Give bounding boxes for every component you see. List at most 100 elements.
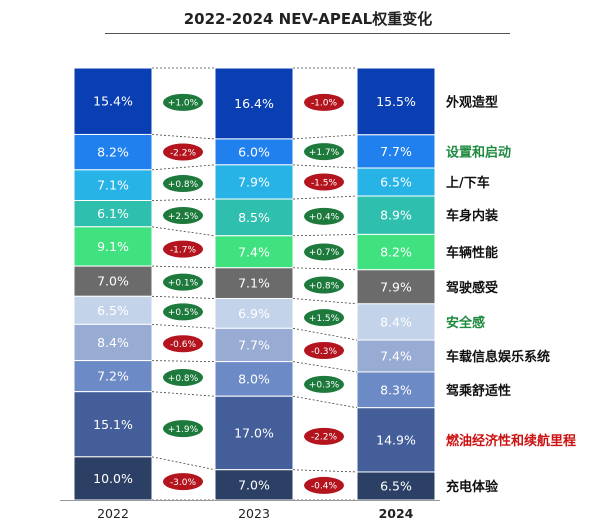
category-label: 车身内装 bbox=[446, 208, 498, 224]
bar-value-label: 7.9% bbox=[380, 279, 412, 294]
change-badge-label: +0.4% bbox=[309, 213, 340, 223]
change-badge-label: -1.7% bbox=[170, 245, 197, 255]
bar-segment bbox=[356, 195, 436, 235]
bar-segment bbox=[73, 456, 153, 501]
category-label: 车载信息娱乐系统 bbox=[446, 349, 550, 365]
connector-line bbox=[292, 361, 358, 373]
change-badge bbox=[163, 303, 203, 321]
change-badge-label: -2.2% bbox=[311, 433, 338, 443]
change-badge bbox=[163, 207, 203, 225]
connector-line bbox=[151, 360, 216, 363]
connector-line bbox=[292, 164, 358, 169]
bar-value-label: 7.0% bbox=[238, 477, 270, 492]
bar-value-label: 17.0% bbox=[234, 425, 274, 440]
bar-value-label: 7.1% bbox=[97, 178, 129, 193]
bar-segment bbox=[214, 361, 294, 397]
bar-value-label: 15.5% bbox=[376, 94, 416, 109]
chart-title: 2022-2024 NEV-APEAL权重变化 bbox=[183, 10, 433, 28]
bar-segment bbox=[73, 360, 153, 393]
change-badge bbox=[163, 143, 203, 161]
bar-segment bbox=[356, 371, 436, 409]
bar-segment bbox=[214, 138, 294, 166]
bar-value-label: 8.2% bbox=[97, 145, 129, 160]
change-badge-label: +1.9% bbox=[168, 425, 199, 435]
change-badge bbox=[304, 276, 344, 294]
change-badge bbox=[163, 335, 203, 353]
bar-value-label: 10.0% bbox=[93, 471, 133, 486]
bar-segment bbox=[73, 323, 153, 362]
connector-line bbox=[151, 295, 216, 299]
change-badge-label: +0.5% bbox=[168, 308, 199, 318]
bar-segment bbox=[356, 339, 436, 373]
bar-segment bbox=[73, 133, 153, 171]
change-badge-label: +1.5% bbox=[309, 314, 340, 324]
connector-line bbox=[292, 327, 358, 341]
bar-value-label: 7.0% bbox=[97, 274, 129, 289]
change-badge bbox=[304, 93, 344, 111]
category-label: 上/下车 bbox=[446, 175, 490, 191]
bar-segment bbox=[214, 267, 294, 299]
change-badge-label: -1.5% bbox=[311, 178, 338, 188]
change-badge bbox=[304, 309, 344, 327]
bar-value-label: 7.7% bbox=[238, 337, 270, 352]
bar-segment bbox=[356, 303, 436, 341]
change-badge bbox=[304, 173, 344, 191]
change-badge bbox=[304, 243, 344, 261]
bar-value-label: 15.1% bbox=[93, 417, 133, 432]
bar-segment bbox=[214, 395, 294, 471]
change-badge-label: +0.3% bbox=[309, 381, 340, 391]
change-badge-label: +1.0% bbox=[168, 99, 199, 109]
connector-line bbox=[151, 226, 216, 237]
bar-value-label: 7.1% bbox=[238, 276, 270, 291]
change-badge bbox=[304, 375, 344, 393]
bar-value-label: 7.4% bbox=[238, 244, 270, 259]
connector-line bbox=[292, 298, 358, 305]
bar-value-label: 6.1% bbox=[97, 206, 129, 221]
change-badge-label: -0.4% bbox=[311, 482, 338, 492]
change-badge-label: +1.7% bbox=[309, 148, 340, 158]
category-label: 驾驶感受 bbox=[446, 280, 498, 296]
bar-segment bbox=[214, 327, 294, 363]
connector-line bbox=[151, 134, 216, 140]
connector-line bbox=[292, 267, 358, 271]
x-tick-label: 2023 bbox=[238, 506, 270, 521]
change-badge bbox=[163, 369, 203, 387]
change-badge bbox=[163, 93, 203, 111]
category-label: 设置和启动 bbox=[446, 144, 511, 160]
bar-segment bbox=[73, 169, 153, 201]
change-badge bbox=[304, 476, 344, 494]
change-badge-label: -0.6% bbox=[170, 340, 197, 350]
change-badge-label: -3.0% bbox=[170, 478, 197, 488]
connector-line bbox=[151, 391, 216, 397]
connector-line bbox=[151, 456, 216, 471]
bar-value-label: 8.4% bbox=[380, 314, 412, 329]
bar-value-label: 6.9% bbox=[238, 306, 270, 321]
bar-value-label: 6.5% bbox=[97, 303, 129, 318]
change-badge bbox=[163, 175, 203, 193]
category-label: 充电体验 bbox=[446, 479, 499, 495]
change-badge bbox=[304, 427, 344, 445]
connector-line bbox=[292, 134, 358, 140]
change-badge-label: +0.8% bbox=[168, 180, 199, 190]
change-badge-label: -2.2% bbox=[170, 148, 197, 158]
connector-line bbox=[292, 469, 358, 473]
bar-segment bbox=[73, 226, 153, 267]
connector-line bbox=[151, 198, 216, 201]
change-badge bbox=[163, 240, 203, 258]
change-badge-label: +0.8% bbox=[168, 374, 199, 384]
change-badge bbox=[163, 273, 203, 291]
change-badge bbox=[163, 473, 203, 491]
bar-segment bbox=[214, 67, 294, 140]
change-badge-label: +0.7% bbox=[309, 248, 340, 258]
bar-value-label: 8.2% bbox=[380, 245, 412, 260]
bar-segment bbox=[73, 265, 153, 297]
change-badge bbox=[304, 207, 344, 225]
bar-segment bbox=[214, 297, 294, 329]
connector-line bbox=[151, 164, 216, 171]
bar-value-label: 7.7% bbox=[380, 144, 412, 159]
bar-value-label: 16.4% bbox=[234, 96, 274, 111]
bar-segment bbox=[356, 471, 436, 501]
bar-value-label: 7.2% bbox=[97, 369, 129, 384]
x-tick-label: 2024 bbox=[379, 506, 414, 521]
